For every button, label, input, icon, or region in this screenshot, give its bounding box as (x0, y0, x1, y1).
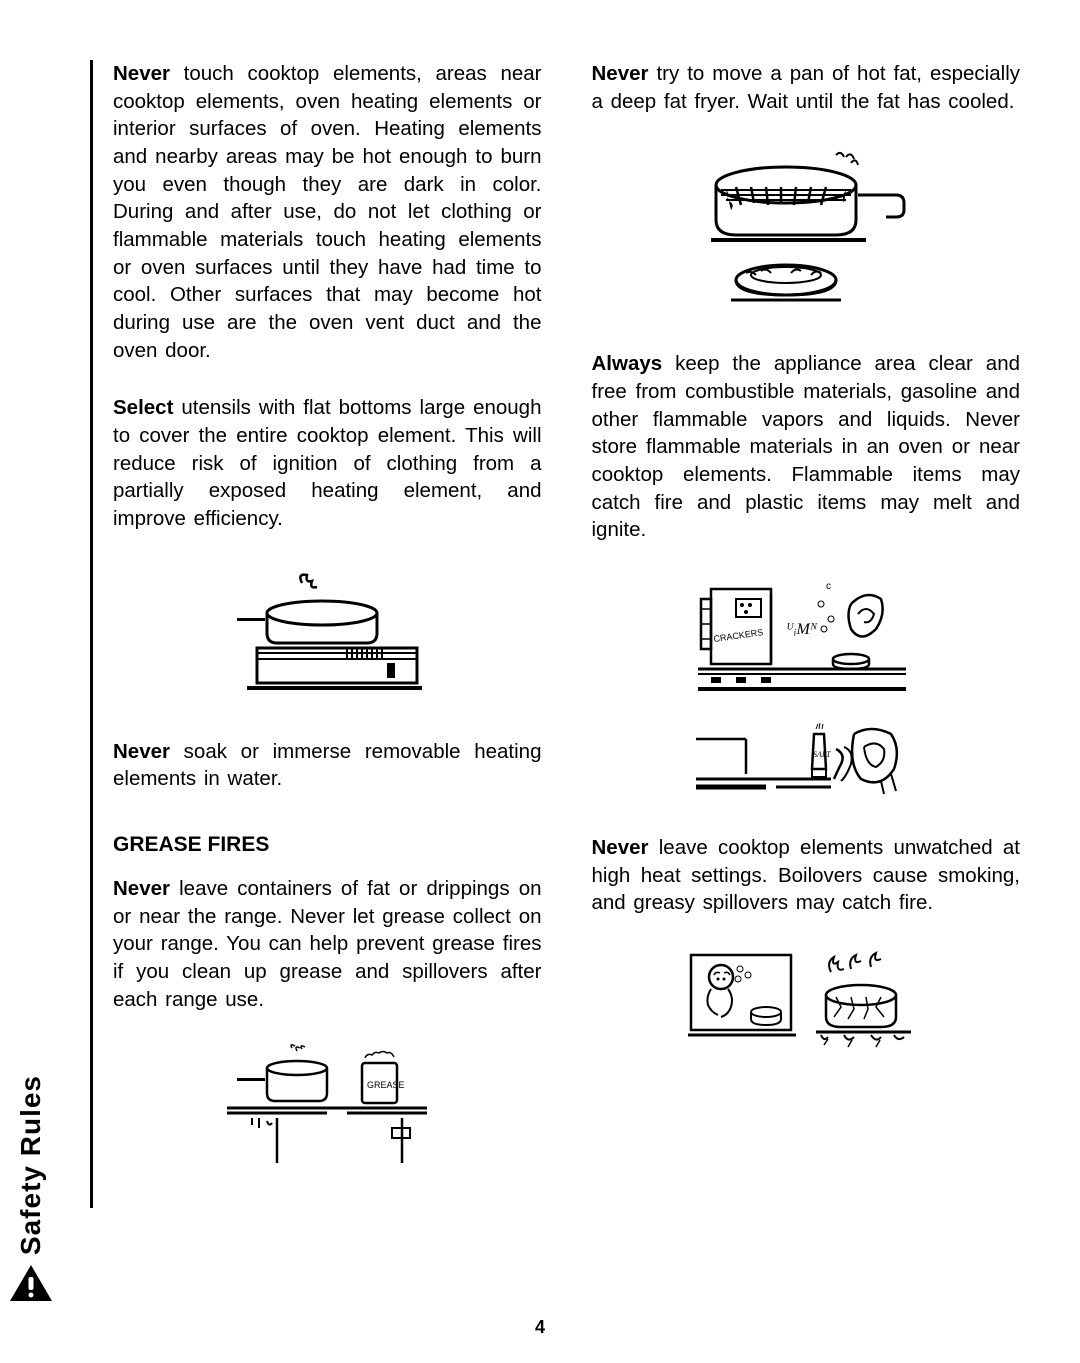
left-column: Never touch cooktop elements, areas near… (90, 60, 542, 1208)
lead-word: Never (113, 877, 170, 900)
lead-word: Never (592, 836, 649, 859)
main-content: Never touch cooktop elements, areas near… (90, 60, 1020, 1208)
deep-fryer-illustration (592, 145, 1021, 315)
crackers-stove-illustration: CRACKERS ᵁᵢMᴺ c (592, 574, 1021, 704)
para-never-soak: Never soak or immerse removable heating … (113, 738, 542, 793)
right-column: Never try to move a pan of hot fat, espe… (592, 60, 1021, 1208)
svg-text:CRACKERS: CRACKERS (713, 627, 764, 644)
svg-text:c: c (826, 581, 831, 592)
pan-on-burner-illustration (113, 563, 542, 703)
para-body: utensils with flat bottoms large enough … (113, 396, 542, 530)
lead-word: Select (113, 396, 173, 419)
svg-text:SALT: SALT (813, 750, 831, 759)
para-body: soak or immerse removable heating elemen… (113, 740, 542, 791)
para-never-unwatched: Never leave cooktop elements unwatched a… (592, 834, 1021, 917)
para-always-clear: Always keep the appliance area clear and… (592, 350, 1021, 544)
grease-on-range-illustration: GREASE (113, 1043, 542, 1173)
warning-triangle-icon (8, 1263, 54, 1303)
salt-stove-illustration: SALT (592, 719, 1021, 819)
para-body: touch cooktop elements, areas near cookt… (113, 62, 542, 362)
para-select-utensils: Select utensils with flat bottoms large … (113, 394, 542, 532)
para-body: try to move a pan of hot fat, especially… (592, 62, 1021, 113)
page-number: 4 (535, 1317, 545, 1338)
lead-word: Never (113, 740, 170, 763)
lead-word: Always (592, 352, 663, 375)
lead-word: Never (592, 62, 649, 85)
lead-word: Never (113, 62, 170, 85)
para-never-touch: Never touch cooktop elements, areas near… (113, 60, 542, 364)
para-body: leave cooktop elements unwatched at high… (592, 836, 1021, 914)
para-body: leave containers of fat or drippings on … (113, 877, 542, 1011)
tab-label: Safety Rules (15, 1075, 47, 1255)
svg-text:GREASE: GREASE (367, 1080, 405, 1090)
para-body: keep the appliance area clear and free f… (592, 352, 1021, 541)
svg-text:ᵁᵢMᴺ: ᵁᵢMᴺ (786, 621, 818, 638)
boilover-illustration (592, 947, 1021, 1067)
safety-rules-tab: Safety Rules (8, 1075, 54, 1303)
para-grease-containers: Never leave containers of fat or drippin… (113, 875, 542, 1013)
para-never-move-fat: Never try to move a pan of hot fat, espe… (592, 60, 1021, 115)
grease-fires-heading: GREASE FIRES (113, 833, 542, 857)
